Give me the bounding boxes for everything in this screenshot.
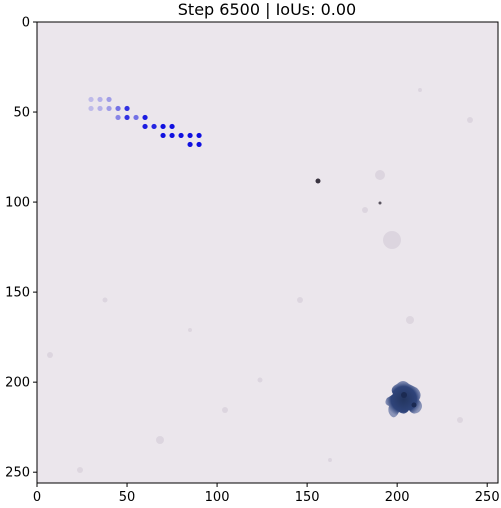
scatter-point xyxy=(88,106,93,111)
x-tick-label: 250 xyxy=(475,490,500,505)
y-tick-label: 150 xyxy=(5,286,30,301)
y-tick-label: 50 xyxy=(13,106,30,121)
scatter-point xyxy=(160,133,165,138)
y-tick-label: 250 xyxy=(5,466,30,481)
scatter-point xyxy=(142,124,147,129)
scatter-point xyxy=(196,133,201,138)
scatter-point xyxy=(160,124,165,129)
scatter-point xyxy=(124,106,129,111)
scatter-point xyxy=(97,97,102,102)
x-tick-label: 50 xyxy=(119,490,136,505)
scatter-point xyxy=(124,115,129,120)
background-image xyxy=(37,22,498,483)
y-axis: 0 50 100 150 200 250 xyxy=(5,16,37,481)
scatter-point xyxy=(187,142,192,147)
debris-dot xyxy=(316,179,321,184)
scatter-point xyxy=(115,106,120,111)
y-tick-label: 200 xyxy=(5,376,30,391)
scatter-point xyxy=(97,106,102,111)
debris-dot-small xyxy=(379,202,382,205)
x-axis: 0 50 100 150 200 250 xyxy=(33,483,500,505)
scatter-point xyxy=(169,133,174,138)
scatter-point xyxy=(133,115,138,120)
scatter-point xyxy=(88,97,93,102)
scatter-point xyxy=(196,142,201,147)
scatter-point xyxy=(178,133,183,138)
y-tick-label: 0 xyxy=(22,16,30,31)
chart-title: Step 6500 | IoUs: 0.00 xyxy=(178,0,356,19)
scatter-point xyxy=(115,115,120,120)
y-tick-label: 100 xyxy=(5,196,30,211)
scatter-point xyxy=(187,133,192,138)
scatter-point xyxy=(106,97,111,102)
x-tick-label: 0 xyxy=(33,490,41,505)
scatter-point xyxy=(151,124,156,129)
image-area xyxy=(37,22,498,483)
x-tick-label: 200 xyxy=(385,490,410,505)
x-tick-label: 150 xyxy=(295,490,320,505)
scatter-point xyxy=(106,106,111,111)
scatter-point xyxy=(142,115,147,120)
scatter-point xyxy=(169,124,174,129)
x-tick-label: 100 xyxy=(205,490,230,505)
